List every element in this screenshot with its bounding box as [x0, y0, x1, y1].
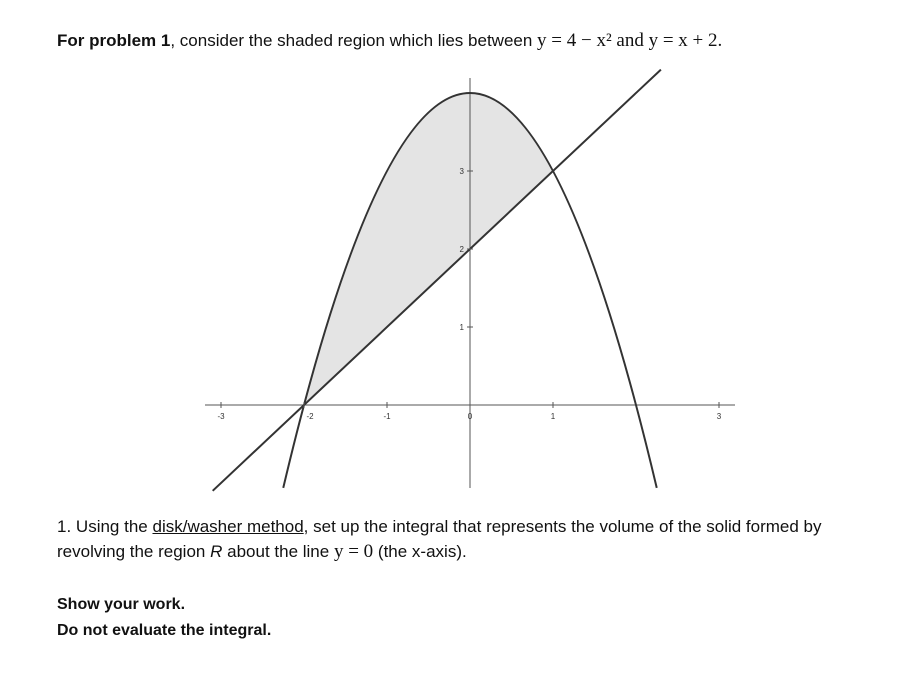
- note: Do not evaluate the integral.: [57, 622, 272, 639]
- equation: y = 4 − x²: [537, 30, 612, 51]
- y-tick-label: 2: [460, 245, 465, 254]
- graph: -3 -2 -1 0 1 3 1 2 3: [205, 68, 735, 492]
- question-text: , set up the integral that represents th…: [57, 517, 822, 561]
- question-text: about the line: [227, 542, 330, 561]
- equation: y = x + 2.: [648, 30, 723, 51]
- x-tick-label: -1: [383, 412, 391, 421]
- x-tick-label: -2: [306, 412, 314, 421]
- ticks: -3 -2 -1 0 1 3 1 2 3: [217, 167, 721, 421]
- x-tick-label: 1: [551, 412, 556, 421]
- parabola: [282, 92, 658, 489]
- question-text: Using the: [75, 517, 148, 536]
- joiner: and: [616, 30, 644, 51]
- note: Show your work.: [57, 596, 186, 613]
- question-number: 1.: [57, 517, 72, 536]
- question: 1. Using the disk/washer method, set up …: [57, 514, 857, 564]
- equation: y = 0: [333, 541, 374, 562]
- method: disk/washer method: [152, 517, 304, 536]
- line: [212, 68, 662, 492]
- y-tick-label: 3: [460, 167, 465, 176]
- x-tick-label: 3: [717, 412, 722, 421]
- shaded-region: [304, 93, 553, 405]
- x-tick-label: -3: [217, 412, 225, 421]
- heading-text: , consider the shaded region which lies …: [170, 31, 533, 50]
- y-tick-label: 1: [460, 323, 465, 332]
- question-text: (the x-axis).: [377, 542, 467, 561]
- x-tick-label: 0: [468, 412, 473, 421]
- heading-lead: For problem 1: [57, 31, 171, 50]
- heading: For problem 1, consider the shaded regio…: [57, 30, 722, 52]
- region: R: [210, 542, 223, 561]
